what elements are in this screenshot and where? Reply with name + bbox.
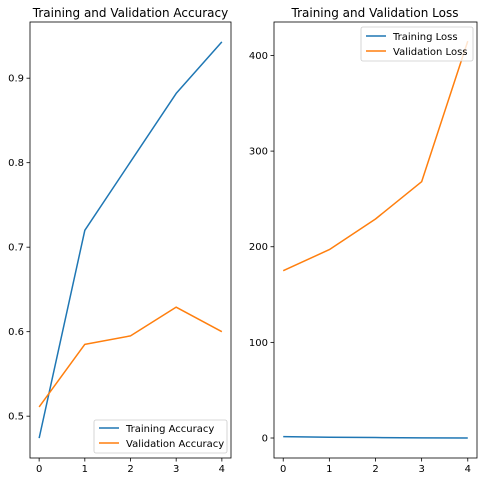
loss-legend-frame: [360, 26, 474, 62]
loss-y-tick-label: 200: [249, 242, 268, 253]
loss-chart-title: Training and Validation Loss: [291, 6, 459, 20]
accuracy-y-tick-label: 0.9: [8, 74, 24, 85]
series-line-training-loss: [283, 435, 468, 439]
accuracy-chart-title: Training and Validation Accuracy: [32, 6, 228, 20]
accuracy-lines: [38, 41, 223, 439]
loss-plot-area: [273, 21, 478, 459]
loss-x-tick-label: 4: [465, 464, 471, 475]
loss-x-tick-label: 1: [326, 464, 332, 475]
accuracy-y-tick-label: 0.6: [8, 327, 24, 338]
accuracy-x-tick-label: 2: [127, 464, 133, 475]
accuracy-chart: Training and Validation Accuracy 0 1 2 3 4 0.…: [8, 6, 232, 475]
loss-x-tick-label: 2: [372, 464, 378, 475]
legend-label-validation-accuracy: Validation Accuracy: [126, 439, 224, 450]
series-line-training-accuracy: [38, 41, 223, 439]
loss-chart: Training and Validation Loss 0 1 2 3 4 0 100 20…: [249, 6, 478, 475]
loss-x-tick-label: 0: [280, 464, 286, 475]
series-line-validation-loss: [282, 40, 469, 272]
accuracy-y-tick-label: 0.5: [8, 412, 24, 423]
loss-y-tick-label: 300: [249, 147, 268, 158]
legend-label-training-accuracy: Training Accuracy: [125, 424, 214, 435]
loss-x-tick-label: 3: [418, 464, 424, 475]
accuracy-axes-ticks: 0 1 2 3 4 0.5 0.6 0.7 0.8 0.9: [8, 74, 225, 475]
accuracy-x-tick-label: 3: [173, 464, 179, 475]
loss-y-tick-label: 100: [249, 338, 268, 349]
series-line-validation-accuracy: [38, 306, 223, 408]
loss-axes-ticks: 0 1 2 3 4 0 100 200 300 400: [249, 51, 471, 475]
loss-y-tick-label: 400: [249, 51, 268, 62]
loss-lines: [282, 40, 469, 439]
legend-label-training-loss: Training Loss: [392, 32, 458, 43]
accuracy-plot-area: [29, 21, 232, 459]
accuracy-y-tick-label: 0.7: [8, 243, 24, 254]
loss-legend: Training Loss Validation Loss: [360, 26, 474, 62]
loss-y-tick-label: 0: [262, 434, 268, 445]
accuracy-x-tick-label: 4: [219, 464, 225, 475]
legend-label-validation-loss: Validation Loss: [393, 47, 468, 58]
accuracy-y-tick-label: 0.8: [8, 158, 24, 169]
accuracy-legend: Training Accuracy Validation Accuracy: [93, 419, 228, 454]
accuracy-x-tick-label: 1: [82, 464, 88, 475]
accuracy-x-tick-label: 0: [36, 464, 42, 475]
accuracy-legend-frame: [93, 419, 228, 454]
